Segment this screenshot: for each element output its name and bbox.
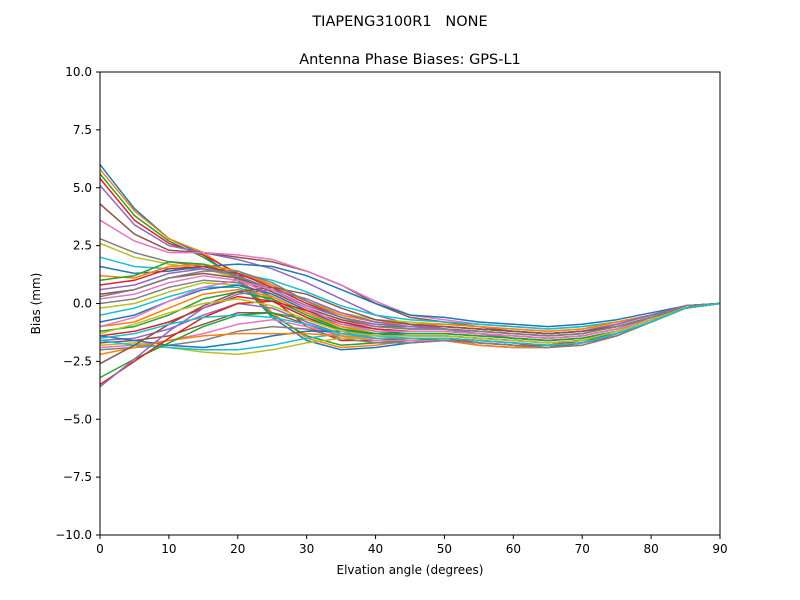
y-tick-label: 2.5 <box>73 239 92 253</box>
y-tick-label: −2.5 <box>63 354 92 368</box>
x-tick-label: 80 <box>643 542 658 556</box>
y-tick-label: −5.0 <box>63 412 92 426</box>
figure-title: TIAPENG3100R1 NONE <box>311 14 487 30</box>
x-tick-label: 40 <box>368 542 383 556</box>
series-line <box>99 279 721 339</box>
series-line <box>99 168 721 349</box>
y-tick-label: 7.5 <box>73 123 92 137</box>
y-tick-label: 5.0 <box>73 181 92 195</box>
y-tick-label: −10.0 <box>55 528 92 542</box>
series-line <box>99 270 721 337</box>
x-axis: 0 10 20 30 40 50 60 70 80 90 <box>96 535 728 556</box>
y-tick-label: 10.0 <box>65 65 92 79</box>
x-tick-label: 90 <box>712 542 727 556</box>
y-axis: −10.0 −7.5 −5.0 −2.5 0.0 2.5 5.0 7.5 10.0 <box>55 65 100 542</box>
series-line <box>99 298 721 344</box>
x-tick-label: 10 <box>161 542 176 556</box>
y-axis-label: Bias (mm) <box>29 273 43 335</box>
x-tick-label: 50 <box>437 542 452 556</box>
x-tick-label: 60 <box>506 542 521 556</box>
chart-title: Antenna Phase Biases: GPS-L1 <box>299 52 521 68</box>
series-line <box>99 302 721 351</box>
x-tick-label: 0 <box>96 542 104 556</box>
x-tick-label: 30 <box>299 542 314 556</box>
y-tick-label: 0.0 <box>73 297 92 311</box>
x-axis-label: Elvation angle (degrees) <box>337 563 484 577</box>
series-line <box>99 302 721 346</box>
x-tick-label: 70 <box>575 542 590 556</box>
series-layer <box>99 164 721 388</box>
y-tick-label: −7.5 <box>63 470 92 484</box>
x-tick-label: 20 <box>230 542 245 556</box>
